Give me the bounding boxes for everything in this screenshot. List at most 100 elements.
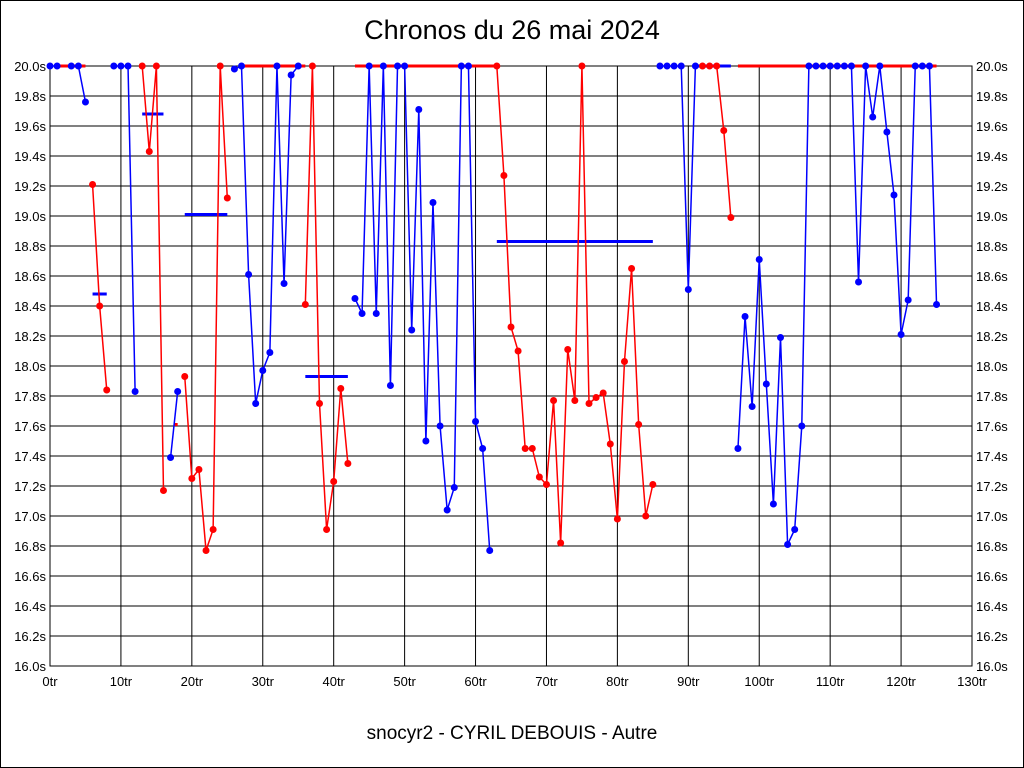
data-point-red bbox=[628, 265, 636, 272]
data-point-blue bbox=[862, 62, 870, 70]
data-point-blue bbox=[287, 71, 295, 79]
data-point-blue bbox=[245, 271, 253, 278]
data-point-blue bbox=[436, 422, 444, 430]
data-point-red bbox=[564, 346, 572, 353]
data-point-blue bbox=[457, 62, 465, 70]
y-tick-label-right: 18.8s bbox=[976, 239, 1008, 254]
y-tick-label-left: 18.8s bbox=[14, 239, 46, 254]
y-tick-label-left: 18.0s bbox=[14, 359, 46, 374]
x-tick-label: 110tr bbox=[816, 674, 845, 689]
data-point-blue bbox=[819, 62, 827, 70]
data-point-blue bbox=[351, 295, 359, 302]
x-tick-label: 100tr bbox=[744, 674, 774, 689]
data-point-blue bbox=[415, 106, 423, 113]
data-point-blue bbox=[663, 62, 671, 70]
data-point-blue bbox=[762, 380, 770, 388]
x-tick-label: 20tr bbox=[181, 674, 204, 689]
data-point-blue bbox=[252, 400, 260, 407]
data-point-red bbox=[578, 62, 586, 70]
x-tick-label: 120tr bbox=[886, 674, 916, 689]
data-point-red bbox=[571, 397, 579, 404]
data-point-blue bbox=[911, 62, 919, 70]
data-point-red bbox=[337, 385, 345, 392]
data-point-blue bbox=[755, 256, 763, 263]
y-tick-label-right: 19.0s bbox=[976, 209, 1008, 224]
data-point-blue bbox=[67, 62, 75, 70]
data-point-blue bbox=[372, 310, 380, 317]
data-point-blue bbox=[479, 445, 487, 452]
data-point-blue bbox=[124, 62, 132, 70]
data-point-blue bbox=[741, 313, 749, 320]
data-point-blue bbox=[769, 500, 777, 508]
x-tick-label: 50tr bbox=[393, 674, 416, 689]
data-point-red bbox=[145, 148, 153, 155]
data-point-blue bbox=[386, 382, 394, 389]
data-point-blue bbox=[365, 62, 373, 70]
data-point-red bbox=[138, 62, 146, 70]
data-point-blue bbox=[486, 547, 494, 554]
data-point-red bbox=[493, 62, 501, 70]
y-tick-label-left: 17.0s bbox=[14, 509, 46, 524]
data-point-red bbox=[344, 460, 352, 467]
y-tick-label-right: 19.6s bbox=[976, 119, 1008, 134]
data-point-blue bbox=[230, 65, 238, 73]
data-point-red bbox=[181, 373, 189, 380]
data-point-red bbox=[507, 323, 515, 331]
data-point-red bbox=[720, 127, 728, 134]
data-point-red bbox=[698, 62, 706, 70]
series-line-blue bbox=[113, 65, 136, 392]
data-point-red bbox=[152, 62, 160, 70]
data-point-red bbox=[330, 478, 338, 485]
data-point-blue bbox=[691, 62, 699, 70]
y-tick-label-left: 19.6s bbox=[14, 119, 46, 134]
data-point-red bbox=[223, 194, 231, 202]
data-point-blue bbox=[443, 506, 451, 514]
data-point-blue bbox=[670, 62, 678, 70]
data-point-blue bbox=[117, 62, 125, 70]
data-point-red bbox=[202, 547, 210, 554]
data-point-blue bbox=[869, 113, 877, 121]
data-point-red bbox=[585, 400, 593, 407]
data-point-blue bbox=[784, 541, 792, 548]
data-point-red bbox=[521, 445, 529, 452]
series-line-red bbox=[304, 65, 349, 530]
data-point-red bbox=[613, 515, 621, 523]
data-point-blue bbox=[379, 62, 387, 70]
data-point-blue bbox=[472, 418, 480, 425]
y-tick-label-right: 18.6s bbox=[976, 269, 1008, 284]
y-tick-label-left: 16.0s bbox=[14, 659, 46, 674]
data-point-blue bbox=[933, 301, 941, 308]
data-point-red bbox=[188, 475, 196, 482]
y-tick-label-left: 18.4s bbox=[14, 299, 46, 314]
data-point-red bbox=[316, 400, 324, 407]
y-tick-label-right: 16.0s bbox=[976, 659, 1008, 674]
series-line-red bbox=[141, 65, 165, 491]
x-tick-label: 70tr bbox=[535, 674, 558, 689]
x-tick-label: 30tr bbox=[252, 674, 275, 689]
y-tick-label-right: 20.0s bbox=[976, 59, 1008, 74]
data-point-blue bbox=[847, 62, 855, 70]
data-point-blue bbox=[280, 280, 288, 287]
series-line-blue bbox=[659, 65, 697, 290]
data-point-blue bbox=[904, 296, 912, 304]
y-tick-label-right: 17.8s bbox=[976, 389, 1008, 404]
data-point-red bbox=[649, 481, 657, 488]
data-point-blue bbox=[890, 191, 898, 199]
data-point-red bbox=[550, 397, 558, 404]
data-point-red bbox=[620, 358, 628, 365]
x-tick-label: 0tr bbox=[42, 674, 58, 689]
y-tick-label-right: 16.6s bbox=[976, 569, 1008, 584]
y-tick-label-left: 17.6s bbox=[14, 419, 46, 434]
data-point-blue bbox=[918, 62, 926, 70]
data-point-blue bbox=[464, 62, 472, 70]
y-tick-label-right: 19.8s bbox=[976, 89, 1008, 104]
x-tick-label: 10tr bbox=[110, 674, 133, 689]
chart-footer: snocyr2 - CYRIL DEBOUIS - Autre bbox=[366, 723, 658, 744]
data-point-red bbox=[713, 62, 721, 70]
data-point-blue bbox=[677, 62, 685, 70]
y-tick-label-right: 18.2s bbox=[976, 329, 1008, 344]
data-point-blue bbox=[798, 422, 806, 430]
y-tick-label-right: 17.0s bbox=[976, 509, 1008, 524]
data-point-blue bbox=[422, 437, 430, 445]
